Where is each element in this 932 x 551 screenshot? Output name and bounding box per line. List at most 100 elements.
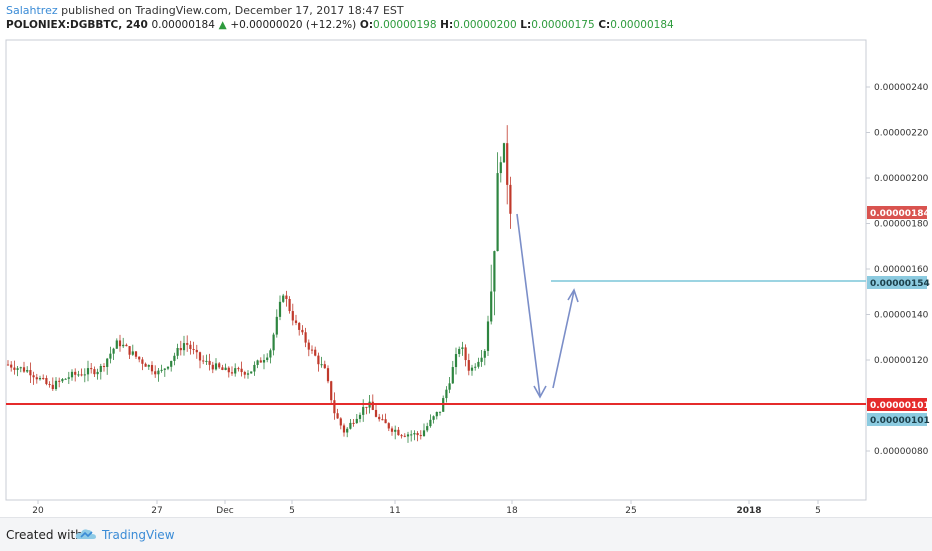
price-tick-label: 0.00000160 [874, 265, 929, 275]
ohlc-line: POLONIEX:DGBBTC, 240 0.00000184 ▲ +0.000… [6, 19, 674, 31]
candle-body [237, 368, 240, 370]
candle-body [67, 377, 70, 379]
close-value: 0.00000184 [610, 19, 674, 31]
price-chart[interactable]: 0.00000240 0.00000220 0.00000200 0.00000180… [0, 0, 932, 515]
candle-body [467, 360, 470, 371]
candle-body [506, 143, 509, 185]
candle-body [278, 301, 282, 317]
candle-body [202, 360, 205, 362]
candle-body [26, 370, 29, 372]
candle-body [502, 143, 506, 163]
candle-body [147, 365, 150, 367]
candle-body [144, 363, 147, 367]
author-link[interactable]: Salahtrez [6, 4, 58, 17]
candle-body [397, 429, 400, 436]
candle-body [262, 360, 266, 363]
candle-body [176, 347, 179, 356]
candle-body [230, 372, 234, 374]
candle-body [141, 359, 144, 364]
candle-body [214, 363, 218, 370]
up-triangle-icon: ▲ [218, 19, 227, 31]
candle-body [205, 360, 208, 362]
candle-body [304, 332, 307, 343]
candle-body [70, 371, 74, 378]
candle-body [336, 413, 339, 419]
candle-body [99, 365, 102, 372]
candle-body [96, 371, 99, 375]
candle-body [403, 435, 406, 437]
candle-body [198, 352, 202, 361]
candle-body [448, 383, 451, 390]
candle-body [13, 367, 16, 370]
candle-body [45, 378, 48, 385]
candle-body [493, 251, 496, 292]
candle-body [90, 368, 93, 370]
candle-body [77, 374, 80, 376]
candle-body [314, 349, 317, 356]
projection-arrows[interactable] [516, 213, 579, 399]
candle-body [93, 369, 96, 375]
time-tick-label: 27 [151, 506, 162, 515]
candle-body [22, 367, 26, 372]
candle-body [432, 416, 435, 420]
candle-body [138, 356, 141, 360]
arrow-up-head-icon [567, 288, 579, 303]
publish-line: Salahtrez published on TradingView.com, … [6, 4, 404, 17]
candle-body [390, 428, 394, 432]
candle-body [378, 416, 381, 420]
tradingview-brand[interactable]: TradingView [102, 528, 175, 542]
time-axis: 20 27 Dec 5 11 18 25 2018 5 [32, 500, 821, 515]
candle-body [438, 411, 442, 413]
tradingview-cloud-icon [75, 529, 96, 539]
candle-body [186, 343, 189, 345]
candle-body [422, 430, 426, 437]
candle-body [189, 344, 192, 350]
price-tag [867, 413, 927, 426]
arrow-down [516, 213, 541, 397]
candle-body [166, 366, 170, 369]
candle-body [102, 365, 106, 367]
time-tick-label: 5 [289, 506, 295, 515]
candle-body [134, 351, 138, 357]
low-label: L: [520, 19, 532, 31]
candle-body [285, 295, 288, 299]
candle-body [112, 348, 115, 354]
high-value: 0.00000200 [453, 19, 517, 31]
candle-body [150, 365, 154, 372]
candle-body [509, 184, 512, 214]
candle-body [451, 367, 454, 384]
candle-body [349, 422, 352, 429]
candle-body [160, 369, 163, 371]
candle-body [269, 350, 272, 358]
candle-body [410, 434, 413, 436]
candles-group [6, 125, 512, 443]
price-axis: 0.00000240 0.00000220 0.00000200 0.00000180… [866, 83, 929, 457]
candle-body [435, 412, 438, 417]
candle-body [275, 316, 278, 335]
candle-body [253, 364, 256, 372]
candle-body [272, 334, 275, 351]
open-label: O: [359, 19, 374, 31]
low-value: 0.00000175 [531, 19, 595, 31]
candle-body [61, 379, 64, 382]
candle-body [394, 429, 397, 432]
candle-body [170, 360, 173, 367]
arrow-down-head-icon [533, 385, 547, 399]
candle-body [74, 371, 77, 375]
price-tick-label: 0.00000220 [874, 129, 929, 139]
candle-body [240, 368, 243, 373]
candle-body [128, 346, 131, 355]
candle-body [179, 347, 182, 351]
candle-body [42, 377, 45, 379]
candle-body [371, 401, 374, 410]
candle-body [413, 433, 416, 435]
price-tag [867, 398, 927, 411]
candle-body [154, 371, 157, 375]
candle-body [83, 374, 86, 376]
candle-body [358, 414, 362, 419]
candle-body [208, 360, 211, 365]
candle-body [259, 360, 262, 363]
time-tick-label: 11 [389, 506, 400, 515]
candle-body [365, 406, 368, 408]
price-tag [867, 206, 927, 219]
